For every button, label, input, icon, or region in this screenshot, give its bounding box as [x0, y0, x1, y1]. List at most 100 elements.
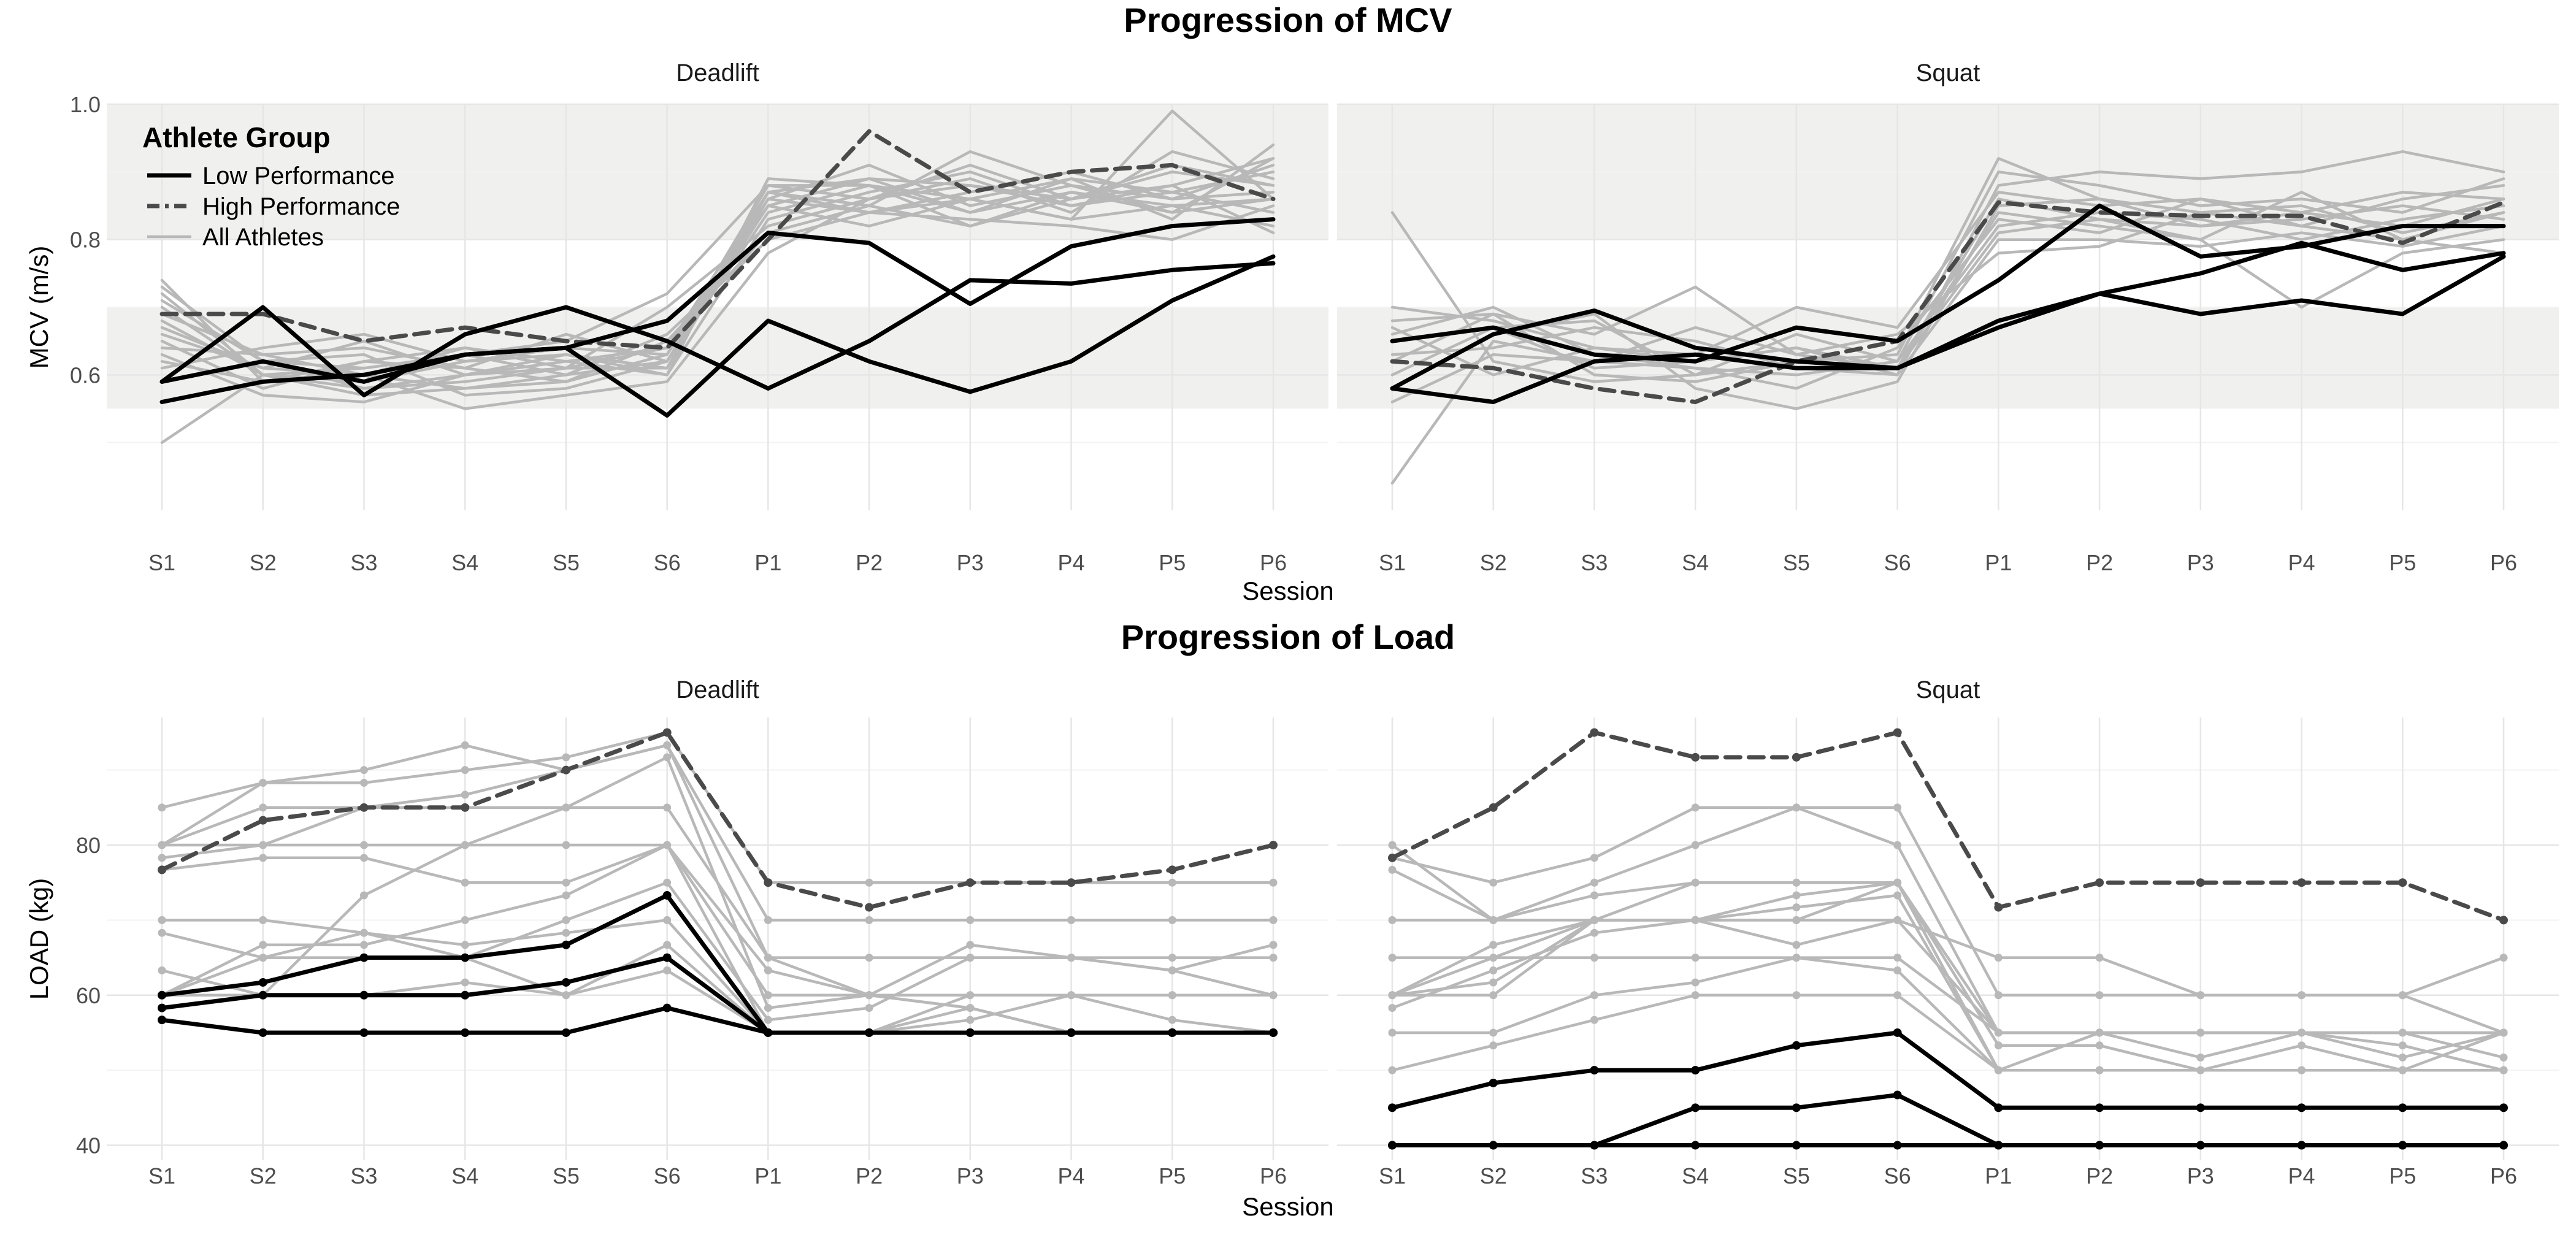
data-point	[965, 1028, 975, 1037]
data-point	[865, 878, 873, 887]
data-point	[1691, 978, 1700, 987]
data-point	[865, 916, 873, 924]
data-point	[764, 1028, 773, 1037]
data-point	[1893, 1028, 1902, 1037]
data-point	[562, 841, 570, 849]
data-point	[1590, 1066, 1599, 1075]
series-line	[1390, 894, 2505, 1072]
series-high-performance	[158, 728, 1278, 912]
data-point	[663, 741, 672, 749]
data-point	[259, 941, 267, 949]
data-point	[461, 978, 469, 987]
data-point	[1388, 954, 1397, 962]
data-point	[865, 991, 873, 1000]
data-point	[1489, 1041, 1498, 1050]
chart-title: Progression of MCV	[1124, 1, 1452, 39]
data-point	[1489, 878, 1498, 887]
x-tick-label: S3	[1581, 550, 1608, 575]
series-line	[159, 261, 1276, 397]
y-tick-label: 80	[76, 833, 101, 858]
data-point	[259, 854, 267, 862]
data-point	[359, 941, 368, 949]
data-point	[2499, 1066, 2508, 1074]
series-line	[1390, 191, 2505, 370]
x-tick-label: S5	[553, 550, 580, 575]
data-point	[259, 841, 267, 849]
data-point	[2196, 1028, 2205, 1037]
data-point	[1269, 841, 1278, 850]
data-point	[158, 1003, 166, 1012]
x-tick-label: S5	[1783, 550, 1810, 575]
data-point	[966, 1016, 975, 1024]
data-point	[2095, 991, 2104, 1000]
data-point	[1691, 803, 1700, 812]
data-point	[2499, 1103, 2508, 1112]
x-tick-label: S4	[451, 1163, 478, 1188]
data-point	[2196, 1141, 2205, 1150]
x-tick-label: S5	[1783, 1163, 1810, 1188]
data-point	[2398, 1028, 2407, 1037]
data-point	[1489, 1141, 1498, 1150]
data-point	[359, 891, 368, 900]
data-point	[1269, 941, 1278, 949]
x-tick-label: P5	[2389, 550, 2416, 575]
data-point	[1792, 891, 1801, 900]
data-point	[1893, 891, 1902, 900]
data-point	[662, 728, 672, 737]
x-tick-label: P2	[2086, 550, 2113, 575]
data-point	[1590, 728, 1599, 737]
data-point	[1792, 991, 1801, 1000]
series-high-performance	[1388, 728, 2508, 925]
series-line	[159, 129, 1276, 350]
data-point	[461, 803, 470, 812]
data-point	[561, 940, 570, 949]
x-tick-label: S6	[654, 1163, 681, 1188]
data-point	[1792, 878, 1801, 887]
series-line	[160, 744, 1275, 922]
data-point	[1893, 728, 1902, 737]
panel-squat: Squat S1 S2 S3 S4 S5 S6 P1 P2 P3 P4 P5 P6	[1337, 676, 2559, 1188]
x-tick-label: S3	[350, 550, 377, 575]
series-low-performance	[158, 891, 1278, 1037]
data-point	[2297, 1103, 2306, 1112]
data-point	[561, 765, 570, 775]
data-point	[1388, 991, 1397, 1000]
x-tick-label: S6	[1884, 1163, 1911, 1188]
data-point	[1691, 841, 1700, 849]
data-point	[1792, 916, 1801, 924]
series-line	[1390, 881, 2505, 1059]
series-line	[1390, 240, 2506, 391]
data-point	[359, 841, 368, 849]
data-point	[2499, 1053, 2508, 1062]
x-tick-label: P3	[957, 550, 984, 575]
data-point	[1269, 878, 1278, 887]
data-point	[1168, 991, 1176, 1000]
data-point	[461, 916, 469, 924]
data-point	[461, 990, 470, 1000]
data-point	[1388, 1028, 1397, 1037]
data-point	[1994, 1041, 2003, 1050]
data-point	[1168, 1028, 1177, 1037]
data-point	[764, 966, 772, 974]
data-point	[2298, 1028, 2306, 1037]
series-all-athletes	[1390, 211, 2505, 383]
data-point	[158, 990, 166, 1000]
x-tick-label: S3	[1581, 1163, 1608, 1188]
data-point	[562, 991, 570, 1000]
data-point	[1792, 1103, 1801, 1112]
data-point	[1489, 1078, 1498, 1087]
data-point	[158, 854, 166, 862]
data-point	[662, 1003, 672, 1012]
series-line	[160, 931, 1275, 1035]
data-point	[2297, 878, 2306, 887]
data-point	[158, 803, 166, 812]
y-tick-label: 0.8	[70, 228, 101, 253]
data-point	[1489, 941, 1498, 949]
legend-label: Low Performance	[202, 163, 394, 189]
series-line	[1390, 157, 2505, 383]
data-point	[1489, 803, 1498, 812]
series-all-athletes	[158, 741, 1278, 1037]
data-point	[1388, 1141, 1397, 1150]
series-line	[1390, 730, 2506, 922]
